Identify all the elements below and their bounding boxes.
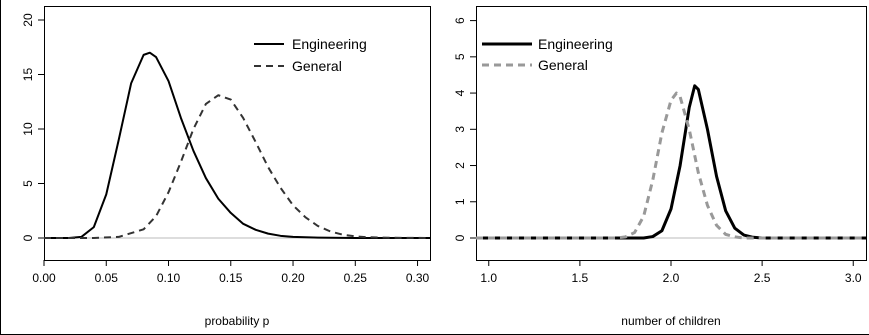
x-tick-label: 2.5 <box>754 271 771 285</box>
x-tick-label: 0.10 <box>157 271 181 285</box>
y-tick-label: 15 <box>21 68 35 82</box>
plot-frame <box>44 6 431 261</box>
x-tick-label: 0.20 <box>281 271 305 285</box>
series-line-engineering <box>476 84 866 240</box>
y-tick-label: 4 <box>453 89 467 96</box>
x-tick-label: 3.0 <box>845 271 862 285</box>
plot-frame <box>476 6 867 261</box>
y-tick-label: 2 <box>453 162 467 169</box>
series-line-engineering <box>44 51 430 239</box>
y-tick-label: 5 <box>453 53 467 60</box>
y-tick-label: 0 <box>453 234 467 241</box>
x-tick-label: 0.00 <box>32 271 56 285</box>
x-tick-label: 2.0 <box>663 271 680 285</box>
y-tick-label: 20 <box>21 13 35 27</box>
y-tick-label: 3 <box>453 126 467 133</box>
series-line-general <box>44 94 431 239</box>
x-tick-label: 0.25 <box>344 271 368 285</box>
series-line-general <box>476 91 866 240</box>
chart-panel-2: 1.0 1.5 2.0 2.5 3.0 0 1 2 3 4 5 6 number of children… <box>453 6 867 328</box>
x-tick-label: 1.0 <box>480 271 497 285</box>
x-axis-label: probability p <box>205 314 270 328</box>
x-tick-label: 0.15 <box>219 271 243 285</box>
legend-label-engineering: Engineering <box>292 36 367 52</box>
legend-label-general: General <box>292 58 342 74</box>
x-tick-label: 0.30 <box>406 271 430 285</box>
x-tick-label: 1.5 <box>572 271 589 285</box>
y-tick-label: 10 <box>21 122 35 136</box>
y-tick-label: 0 <box>21 234 35 241</box>
y-tick-label: 5 <box>21 180 35 187</box>
x-axis-label: number of children <box>621 314 720 328</box>
legend-label-general: General <box>538 57 588 73</box>
x-tick-label: 0.05 <box>95 271 119 285</box>
legend-label-engineering: Engineering <box>538 36 613 52</box>
chart-panel-1: 0.00 0.05 0.10 0.15 0.20 0.25 0.30 0 5 10 15 20 prob… <box>21 6 431 328</box>
y-tick-label: 1 <box>453 198 467 205</box>
y-tick-label: 6 <box>453 17 467 24</box>
